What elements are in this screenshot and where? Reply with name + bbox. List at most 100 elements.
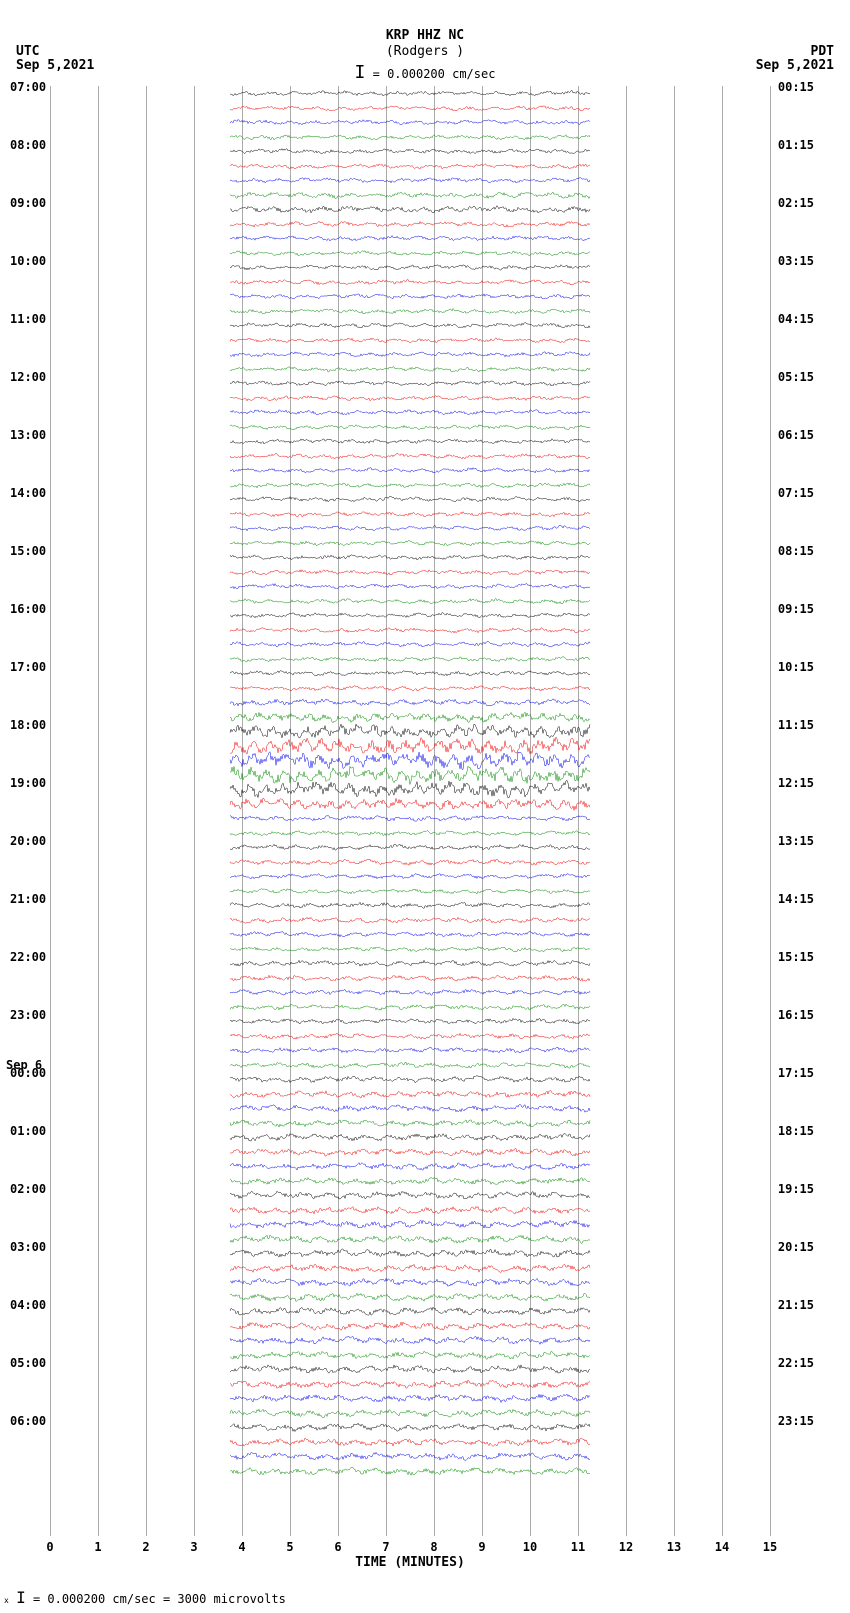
trace-row — [50, 521, 770, 536]
trace-row: 14:0007:15 — [50, 492, 770, 507]
trace-row: 15:0008:15 — [50, 550, 770, 565]
pdt-hour-label: 15:15 — [778, 950, 814, 964]
utc-hour-label: 04:00 — [10, 1298, 46, 1312]
pdt-hour-label: 12:15 — [778, 776, 814, 790]
utc-hour-label: 10:00 — [10, 254, 46, 268]
trace-row — [50, 275, 770, 290]
trace-row — [50, 507, 770, 522]
seismogram-plot: TIME (MINUTES) 012345678910111213141507:… — [50, 86, 770, 1536]
x-tick-label: 10 — [523, 1540, 537, 1554]
trace-row — [50, 449, 770, 464]
trace-row — [50, 739, 770, 754]
trace-row — [50, 289, 770, 304]
trace-row — [50, 115, 770, 130]
trace-row — [50, 1029, 770, 1044]
trace-row — [50, 347, 770, 362]
utc-hour-label: 20:00 — [10, 834, 46, 848]
pdt-hour-label: 07:15 — [778, 486, 814, 500]
trace-row: 11:0004:15 — [50, 318, 770, 333]
trace-row — [50, 463, 770, 478]
trace-row — [50, 913, 770, 928]
trace-row — [50, 942, 770, 957]
pdt-hour-label: 08:15 — [778, 544, 814, 558]
trace-row — [50, 405, 770, 420]
station-title: KRP HHZ NC — [0, 28, 850, 43]
pdt-hour-label: 00:15 — [778, 80, 814, 94]
trace-row — [50, 246, 770, 261]
trace-row — [50, 420, 770, 435]
utc-hour-label: 01:00 — [10, 1124, 46, 1138]
utc-hour-label: 09:00 — [10, 196, 46, 210]
pdt-hour-label: 14:15 — [778, 892, 814, 906]
date-right-label: Sep 5,2021 — [756, 58, 834, 73]
pdt-hour-label: 06:15 — [778, 428, 814, 442]
trace-row — [50, 536, 770, 551]
tz-right-label: PDT — [811, 44, 834, 59]
trace-row — [50, 478, 770, 493]
trace-row — [50, 1174, 770, 1189]
trace-row: 04:0021:15 — [50, 1304, 770, 1319]
utc-hour-label: 19:00 — [10, 776, 46, 790]
trace-row: 05:0022:15 — [50, 1362, 770, 1377]
trace-row — [50, 188, 770, 203]
utc-hour-label: 16:00 — [10, 602, 46, 616]
x-tick-label: 9 — [478, 1540, 485, 1554]
trace-row — [50, 1464, 770, 1479]
trace-row — [50, 217, 770, 232]
trace-row: 09:0002:15 — [50, 202, 770, 217]
trace-row: 19:0012:15 — [50, 782, 770, 797]
footer-scale: x I = 0.000200 cm/sec = 3000 microvolts — [4, 1588, 286, 1607]
x-tick-label: 15 — [763, 1540, 777, 1554]
trace-row — [50, 1145, 770, 1160]
trace-row — [50, 565, 770, 580]
trace-row — [50, 1319, 770, 1334]
pdt-hour-label: 10:15 — [778, 660, 814, 674]
trace-row — [50, 594, 770, 609]
utc-hour-label: 23:00 — [10, 1008, 46, 1022]
pdt-hour-label: 23:15 — [778, 1414, 814, 1428]
trace-row: 21:0014:15 — [50, 898, 770, 913]
trace-row: 02:0019:15 — [50, 1188, 770, 1203]
trace-row — [50, 681, 770, 696]
trace-row — [50, 130, 770, 145]
utc-hour-label: 02:00 — [10, 1182, 46, 1196]
day-break-label: Sep 6 — [6, 1058, 42, 1072]
x-tick-label: 1 — [94, 1540, 101, 1554]
trace-row — [50, 855, 770, 870]
trace-row — [50, 637, 770, 652]
x-axis-title: TIME (MINUTES) — [50, 1555, 770, 1570]
trace-row — [50, 985, 770, 1000]
trace-row — [50, 391, 770, 406]
grid-line — [770, 86, 771, 1536]
utc-hour-label: 07:00 — [10, 80, 46, 94]
trace-row — [50, 1217, 770, 1232]
trace-row — [50, 1290, 770, 1305]
trace-row — [50, 884, 770, 899]
pdt-hour-label: 17:15 — [778, 1066, 814, 1080]
x-tick-label: 8 — [430, 1540, 437, 1554]
trace-row — [50, 579, 770, 594]
trace-row: 22:0015:15 — [50, 956, 770, 971]
trace-row: 12:0005:15 — [50, 376, 770, 391]
trace-row: 18:0011:15 — [50, 724, 770, 739]
trace-row — [50, 869, 770, 884]
x-tick-label: 4 — [238, 1540, 245, 1554]
trace-row — [50, 768, 770, 783]
trace-row — [50, 797, 770, 812]
x-tick-label: 6 — [334, 1540, 341, 1554]
utc-hour-label: 13:00 — [10, 428, 46, 442]
trace-row: 23:0016:15 — [50, 1014, 770, 1029]
utc-hour-label: 17:00 — [10, 660, 46, 674]
pdt-hour-label: 21:15 — [778, 1298, 814, 1312]
trace-row — [50, 971, 770, 986]
x-tick-label: 13 — [667, 1540, 681, 1554]
scale-text: I = 0.000200 cm/sec — [0, 62, 850, 83]
x-tick-label: 11 — [571, 1540, 585, 1554]
trace-row — [50, 1348, 770, 1363]
trace-row — [50, 1449, 770, 1464]
trace-row — [50, 753, 770, 768]
pdt-hour-label: 13:15 — [778, 834, 814, 848]
trace-row — [50, 623, 770, 638]
x-tick-label: 2 — [142, 1540, 149, 1554]
trace-row — [50, 1159, 770, 1174]
